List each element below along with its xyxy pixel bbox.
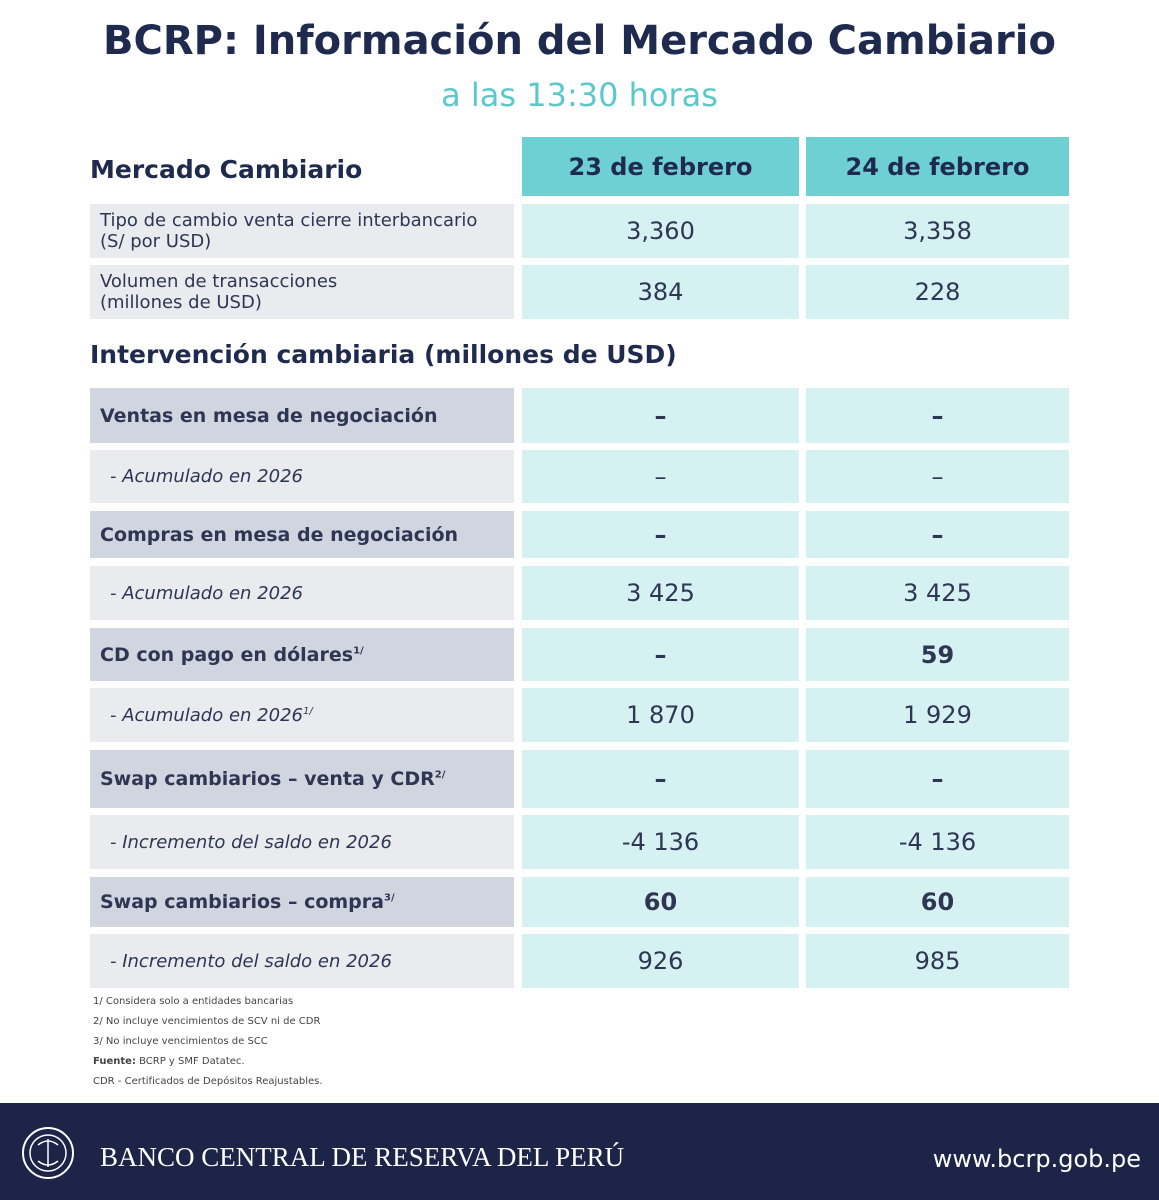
label-line: - Incremento del saldo en 2026 <box>110 951 514 972</box>
row-label: Swap cambiarios – compra3/ <box>90 877 514 927</box>
label-text: - Incremento del saldo en 2026 <box>110 950 392 972</box>
label-line: Tipo de cambio venta cierre interbancari… <box>100 210 478 231</box>
value-cell: 985 <box>806 934 1069 988</box>
value-cell: -4 136 <box>522 815 799 869</box>
row-label: - Acumulado en 20261/ <box>90 688 514 742</box>
source: Fuente: BCRP y SMF Datatec. <box>93 1056 245 1067</box>
value-cell: – <box>806 750 1069 808</box>
value-cell: 60 <box>522 877 799 927</box>
label-text: CD con pago en dólares <box>100 643 354 666</box>
value-cell: 3 425 <box>522 566 799 620</box>
value-cell: 1 929 <box>806 688 1069 742</box>
column-header: 24 de febrero <box>806 137 1069 196</box>
footer-bar <box>0 1103 1159 1200</box>
value-cell: – <box>522 511 799 558</box>
value-cell: – <box>806 388 1069 443</box>
footnote: 1/ Considera solo a entidades bancarias <box>93 996 294 1007</box>
bank-name: BANCO CENTRAL DE RESERVA DEL PERÚ <box>100 1142 625 1172</box>
label-text: - Acumulado en 2026 <box>110 704 303 726</box>
label-line: - Incremento del saldo en 2026 <box>110 832 514 853</box>
label-line: CD con pago en dólares1/ <box>100 644 514 666</box>
value-cell: 3,358 <box>806 204 1069 258</box>
value-cell: – <box>522 628 799 681</box>
row-label: - Acumulado en 2026 <box>90 566 514 620</box>
label-text: Ventas en mesa de negociación <box>100 404 438 427</box>
label-line: - Acumulado en 2026 <box>110 466 514 487</box>
value-cell: – <box>522 750 799 808</box>
value-cell: 926 <box>522 934 799 988</box>
row-label: Volumen de transacciones (millones de USD… <box>90 265 514 319</box>
label-line: Swap cambiarios – venta y CDR2/ <box>100 768 514 790</box>
row-label: - Incremento del saldo en 2026 <box>90 934 514 988</box>
label-line: (millones de USD) <box>100 292 262 313</box>
footnote: CDR - Certificados de Depósitos Reajusta… <box>93 1076 323 1087</box>
footnote-ref: 3/ <box>383 892 395 904</box>
label-text: - Acumulado en 2026 <box>110 582 303 604</box>
value-cell: 3,360 <box>522 204 799 258</box>
label-line: - Acumulado en 20261/ <box>110 705 514 726</box>
source-text: BCRP y SMF Datatec. <box>139 1056 245 1067</box>
label-line: - Acumulado en 2026 <box>110 583 514 604</box>
row-label: Compras en mesa de negociación <box>90 511 514 558</box>
footnote-ref: 1/ <box>353 645 364 657</box>
footnote: 2/ No incluye vencimientos de SCV ni de … <box>93 1016 321 1027</box>
value-cell: 384 <box>522 265 799 319</box>
row-label: Ventas en mesa de negociación <box>90 388 514 443</box>
section-title: Mercado Cambiario <box>90 155 363 184</box>
footnote-ref: 1/ <box>302 705 313 717</box>
website[interactable]: www.bcrp.gob.pe <box>932 1145 1141 1173</box>
value-cell: 3 425 <box>806 566 1069 620</box>
value-cell: -4 136 <box>806 815 1069 869</box>
row-label: Tipo de cambio venta cierre interbancari… <box>90 204 514 258</box>
label-text: - Acumulado en 2026 <box>110 466 303 487</box>
logo <box>22 1127 74 1179</box>
label-text: Swap cambiarios – compra <box>100 891 384 913</box>
label-line: Ventas en mesa de negociación <box>100 405 514 427</box>
row-label: CD con pago en dólares1/ <box>90 628 514 681</box>
section-title: Intervención cambiaria (millones de USD) <box>90 340 677 369</box>
label-text: - Incremento del saldo en 2026 <box>110 831 392 853</box>
label-text: Compras en mesa de negociación <box>100 523 459 546</box>
label-line: Volumen de transacciones <box>100 271 338 292</box>
column-header: 23 de febrero <box>522 137 799 196</box>
source-label: Fuente: <box>93 1056 136 1067</box>
value-cell: 60 <box>806 877 1069 927</box>
footnote-ref: 2/ <box>434 769 446 781</box>
label-line: Compras en mesa de negociación <box>100 524 514 546</box>
value-cell: – <box>522 388 799 443</box>
row-label: Swap cambiarios – venta y CDR2/ <box>90 750 514 808</box>
row-label: - Acumulado en 2026 <box>90 450 514 503</box>
value-cell: 1 870 <box>522 688 799 742</box>
subtitle: a las 13:30 horas <box>441 76 718 114</box>
title: BCRP: Información del Mercado Cambiario <box>103 18 1056 64</box>
row-label: - Incremento del saldo en 2026 <box>90 815 514 869</box>
label-line: Swap cambiarios – compra3/ <box>100 891 514 913</box>
value-cell: – <box>522 450 799 503</box>
label-line: (S/ por USD) <box>100 231 212 252</box>
value-cell: 228 <box>806 265 1069 319</box>
value-cell: 59 <box>806 628 1069 681</box>
footnote: 3/ No incluye vencimientos de SCC <box>93 1036 268 1047</box>
value-cell: – <box>806 511 1069 558</box>
label-text: Swap cambiarios – venta y CDR <box>100 768 435 790</box>
value-cell: – <box>806 450 1069 503</box>
